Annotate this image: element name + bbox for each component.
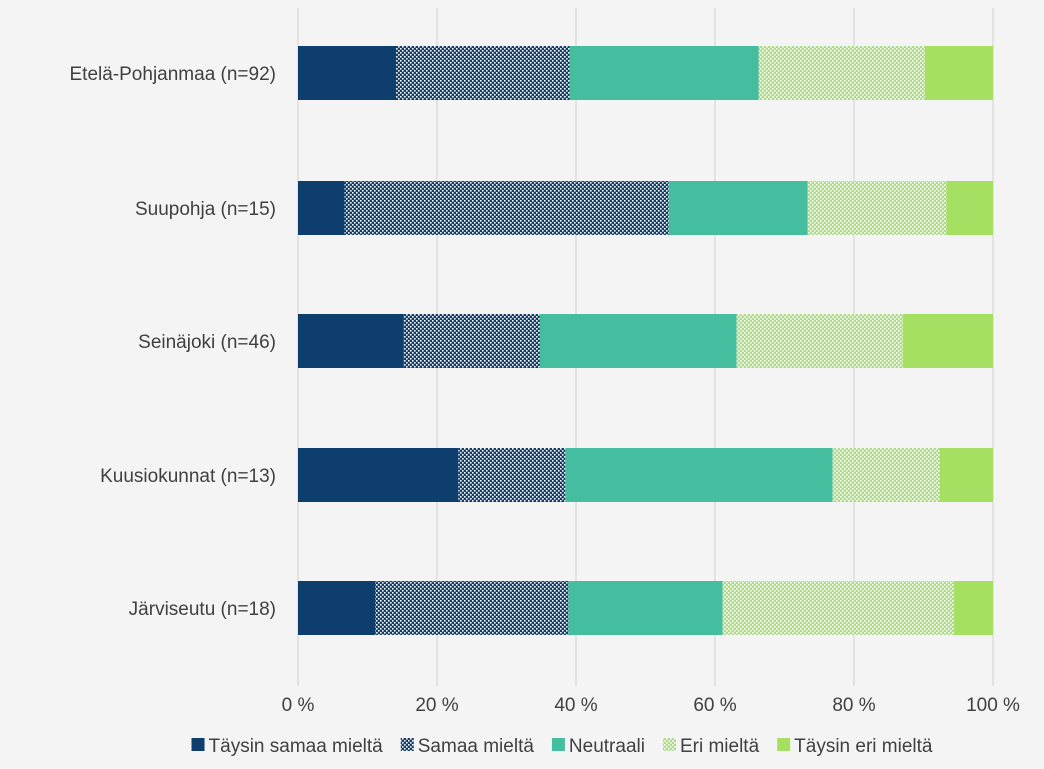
bar-segment bbox=[298, 314, 404, 368]
legend-label: Neutraali bbox=[569, 736, 645, 757]
bar-segment bbox=[722, 581, 955, 635]
bar-segment bbox=[902, 314, 993, 368]
x-tick-label: 40 % bbox=[554, 695, 597, 716]
bar-segment bbox=[539, 314, 737, 368]
bar-segment bbox=[395, 46, 570, 100]
bar-segment bbox=[298, 46, 396, 100]
x-tick-label: 20 % bbox=[415, 695, 458, 716]
category-label: Seinäjoki (n=46) bbox=[138, 332, 276, 353]
bar-segment bbox=[375, 581, 569, 635]
x-tick-label: 80 % bbox=[832, 695, 875, 716]
bars bbox=[298, 46, 993, 635]
category-label: Etelä-Pohjanmaa (n=92) bbox=[70, 64, 277, 85]
bar-segment bbox=[758, 46, 925, 100]
category-labels: Etelä-Pohjanmaa (n=92) Suupohja (n=15) Sei… bbox=[70, 64, 277, 620]
bar-segment bbox=[298, 448, 459, 502]
x-tick-label: 100 % bbox=[966, 695, 1020, 716]
legend-label: Täysin eri mieltä bbox=[794, 736, 933, 757]
legend-swatch bbox=[777, 738, 791, 751]
bar-segment bbox=[565, 448, 833, 502]
legend-label: Täysin samaa mieltä bbox=[209, 736, 384, 757]
legend: Täysin samaa mieltä Samaa mieltä Neutraali… bbox=[191, 736, 933, 757]
category-label: Järviseutu (n=18) bbox=[129, 599, 276, 620]
bar-segment bbox=[344, 181, 669, 235]
bar-segment bbox=[668, 181, 808, 235]
legend-label: Eri mieltä bbox=[680, 736, 760, 757]
bar-segment bbox=[458, 448, 566, 502]
bar-segment bbox=[568, 581, 723, 635]
bar-segment bbox=[403, 314, 540, 368]
bar-segment bbox=[807, 181, 947, 235]
legend-swatch bbox=[191, 738, 205, 751]
bar-segment bbox=[298, 181, 345, 235]
bar-segment bbox=[954, 581, 993, 635]
x-tick-label: 60 % bbox=[693, 695, 736, 716]
legend-label: Samaa mieltä bbox=[418, 736, 535, 757]
legend-swatch bbox=[551, 738, 565, 751]
x-tick-labels: 0 % 20 % 40 % 60 % 80 % 100 % bbox=[282, 695, 1020, 716]
bar-segment bbox=[832, 448, 940, 502]
category-label: Suupohja (n=15) bbox=[135, 199, 276, 220]
bar-segment bbox=[298, 581, 376, 635]
legend-swatch bbox=[400, 738, 414, 751]
bar-segment bbox=[924, 46, 993, 100]
x-tick-label: 0 % bbox=[282, 695, 315, 716]
bar-segment bbox=[946, 181, 993, 235]
legend-swatch bbox=[662, 738, 676, 751]
category-label: Kuusiokunnat (n=13) bbox=[100, 466, 276, 487]
bar-segment bbox=[569, 46, 759, 100]
bar-segment bbox=[939, 448, 993, 502]
bar-segment bbox=[736, 314, 903, 368]
